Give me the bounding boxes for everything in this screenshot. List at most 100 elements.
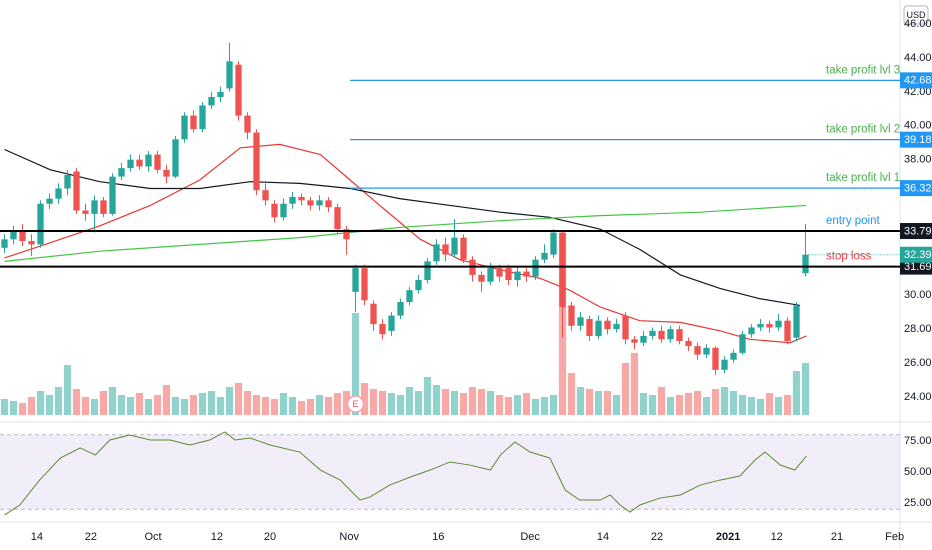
currency-box[interactable] <box>903 5 929 25</box>
level-tag-label: 33.79 <box>904 225 932 237</box>
candle-body <box>343 229 350 240</box>
candle-body <box>487 268 494 282</box>
candle-body <box>361 268 368 301</box>
main-pane: E <box>0 42 810 415</box>
volume-bar <box>351 313 360 415</box>
volume-bar <box>450 391 459 415</box>
rsi-line <box>4 431 807 516</box>
volume-bar <box>252 395 261 415</box>
volume-bar <box>18 403 27 415</box>
volume-bar <box>513 395 522 415</box>
volume-bar <box>459 393 468 415</box>
x-tick-label: 16 <box>432 531 444 543</box>
level-label: take profit lvl 2 <box>826 124 900 136</box>
candle-body <box>667 329 674 340</box>
candle-body <box>145 154 152 167</box>
volume-bar <box>441 389 450 415</box>
volume-bar <box>405 387 414 415</box>
volume-bar <box>630 353 639 415</box>
candle-body <box>253 132 260 191</box>
y-tick-label: 38.00 <box>904 154 932 166</box>
volume-bar <box>108 387 117 415</box>
candle-body <box>775 320 782 328</box>
candle-body <box>217 91 224 97</box>
candle-body <box>190 115 197 130</box>
volume-bar <box>270 399 279 415</box>
volume-bar <box>324 397 333 415</box>
volume-bar <box>117 395 126 415</box>
candle-body <box>442 244 449 255</box>
x-tick-label: 12 <box>211 531 223 543</box>
rsi-tick-label: 50.00 <box>904 466 932 478</box>
candle-body <box>541 252 548 260</box>
volume-bar <box>243 391 252 415</box>
level-label: stop loss <box>826 251 872 263</box>
volume-bar <box>315 395 324 415</box>
volume-bar <box>27 397 36 415</box>
candle-body <box>163 169 170 177</box>
candle-body <box>712 347 719 370</box>
level-tag-label: 31.69 <box>904 261 932 273</box>
x-tick-label: Dec <box>520 531 540 543</box>
volume-bar <box>657 387 666 415</box>
candle-body <box>181 115 188 140</box>
moving-average <box>4 143 807 344</box>
candle-body <box>226 61 233 89</box>
candle-body <box>370 303 377 325</box>
volume-bar <box>684 393 693 415</box>
candle-body <box>244 115 251 133</box>
volume-bar <box>9 401 18 415</box>
candle-body <box>325 200 332 208</box>
level-tag-label: 39.18 <box>904 134 932 146</box>
candle-body <box>550 232 557 255</box>
volume-bar <box>0 399 9 415</box>
volume-bar <box>180 399 189 415</box>
volume-bar <box>621 363 630 415</box>
candle-body <box>280 203 287 218</box>
candle-body <box>496 268 503 277</box>
candle-body <box>802 254 809 274</box>
x-tick-label: 12 <box>771 531 783 543</box>
candle-body <box>208 96 215 106</box>
volume-bar <box>747 397 756 415</box>
candle-body <box>307 200 314 206</box>
volume-bar <box>756 399 765 415</box>
candle-body <box>262 190 269 201</box>
volume-bar <box>153 395 162 415</box>
volume-bar <box>216 397 225 415</box>
candle-body <box>199 105 206 130</box>
level-label: take profit lvl 3 <box>826 64 900 76</box>
candle-body <box>784 320 791 342</box>
candle-body <box>10 230 17 240</box>
candle-body <box>424 261 431 280</box>
volume-bar <box>369 389 378 415</box>
volume-bar <box>594 391 603 415</box>
volume-bar <box>486 391 495 415</box>
candle-body <box>235 64 242 116</box>
level-tag-label: 36.32 <box>904 183 932 195</box>
x-tick-label: 21 <box>831 531 843 543</box>
level-tag <box>900 72 932 89</box>
candle-body <box>46 198 53 204</box>
candle-body <box>793 305 800 338</box>
volume-bar <box>603 391 612 415</box>
volume-bar <box>576 387 585 415</box>
candle-body <box>334 207 341 230</box>
x-tick-label: 14 <box>31 531 43 543</box>
candle-body <box>28 241 35 245</box>
volume-bar <box>522 393 531 415</box>
candle-body <box>127 159 134 169</box>
volume-bar <box>135 393 144 415</box>
candle-body <box>478 274 485 282</box>
earnings-label: E <box>352 399 358 409</box>
candle-body <box>352 268 359 292</box>
volume-bar <box>720 387 729 415</box>
volume-bar <box>585 389 594 415</box>
volume-bar <box>261 397 270 415</box>
volume-bar <box>612 395 621 415</box>
volume-bar <box>549 395 558 415</box>
y-tick-label: 42.00 <box>904 86 932 98</box>
volume-bar <box>36 391 45 415</box>
volume-bar <box>225 387 234 415</box>
